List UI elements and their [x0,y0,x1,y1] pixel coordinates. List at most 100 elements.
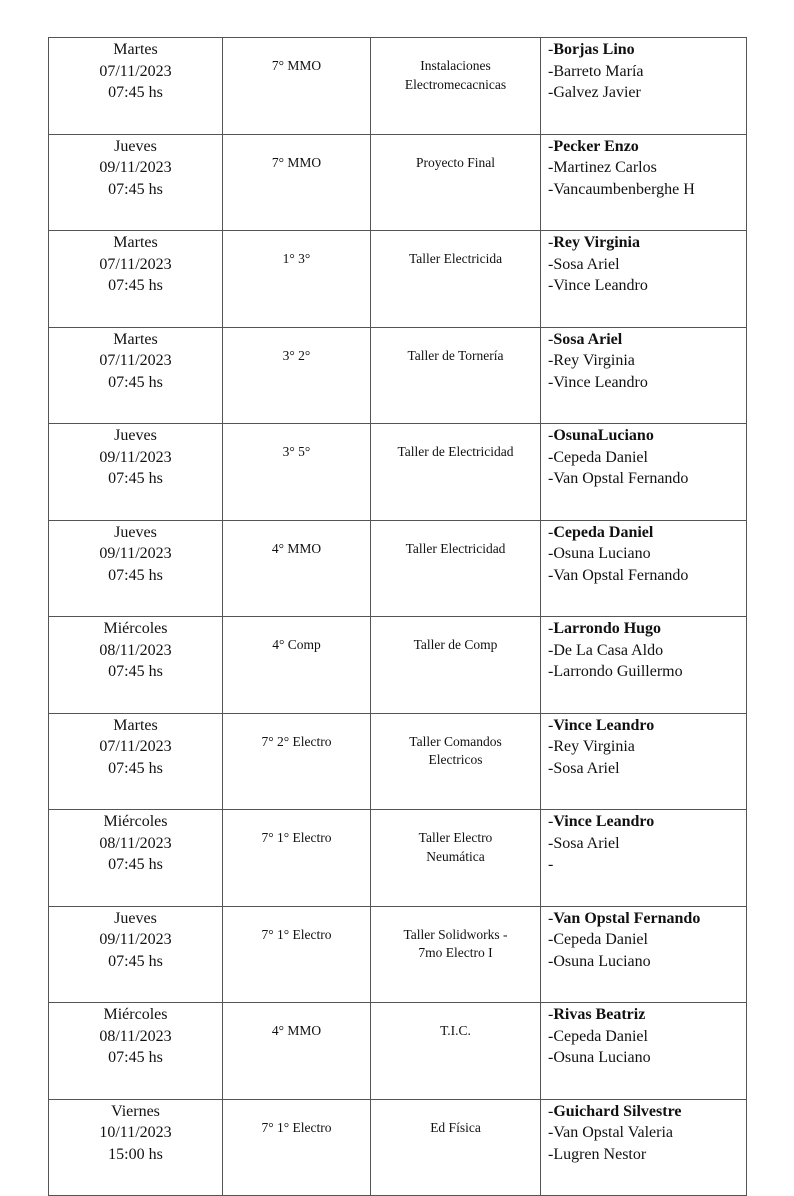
date-cell: Jueves 09/11/2023 07:45 hs [48,133,223,231]
course-cell: 4° MMO [222,519,371,617]
day: Jueves [114,427,157,444]
table-row: Viernes 10/11/2023 15:00 hs 7° 1° Electro Ed… [48,1098,747,1196]
date-cell: Viernes 10/11/2023 15:00 hs [48,1098,223,1196]
date: 08/11/2023 [99,1027,172,1045]
staff-name: Lugren Nestor [553,1145,647,1163]
dash: - [548,62,554,80]
course: 7° 1° Electro [261,1119,332,1135]
subject-line: 7mo Electro I [418,945,493,960]
course: 7° MMO [271,58,322,73]
day: Martes [113,716,158,734]
course: 3° 2° [282,347,311,363]
staff-name: Vancaumbenberghe H [553,180,695,198]
date: 07/11/2023 [99,255,172,273]
subject-cell: Proyecto Final [370,133,541,231]
date-cell: Miércoles 08/11/2023 07:45 hs [48,616,223,714]
date-cell: Martes 07/11/2023 07:45 hs [48,712,223,810]
staff-name: Van Opstal Fernando [553,909,701,927]
dash: - [548,255,554,273]
subject-cell: Taller Electricidad [370,519,541,617]
staff-name: Borjas Lino [553,41,635,58]
dash: - [548,813,554,830]
dash: - [548,856,554,873]
subject-cell: Taller de Electricidad [370,423,541,521]
course-cell: 1° 3° [222,230,371,328]
staff-name: Rey Virginia [553,352,635,369]
staff-name: Sosa Ariel [553,330,623,348]
staff-name: Sosa Ariel [553,759,620,777]
staff-member: -Osuna Luciano [548,1047,746,1069]
staff-cell: -Rivas Beatriz -Cepeda Daniel -Osuna Lucia… [540,1002,747,1100]
subject-line: Taller de Comp [413,637,498,652]
staff-cell: -Van Opstal Fernando -Cepeda Daniel -Osuna… [540,905,747,1003]
staff-member: -Galvez Javier [548,82,746,104]
staff-name: Van Opstal Fernando [553,566,689,584]
subject-line: Neumática [426,848,485,864]
staff-member: -Van Opstal Fernando [548,565,746,587]
table-row: Miércoles 08/11/2023 07:45 hs 4° MMO T.I.C. -… [48,1002,747,1100]
date: 08/11/2023 [99,834,172,852]
staff-name: Cepeda Daniel [553,448,648,466]
course-cell: 4° MMO [222,1002,371,1100]
staff-member: -Rey Virginia [548,736,746,758]
staff-member: -Cepeda Daniel [548,447,746,469]
time: 07:45 hs [108,566,163,584]
dash: - [548,159,554,176]
subject-line: Taller Electricidad [405,540,506,556]
dash: - [548,663,554,680]
date-cell: Miércoles 08/11/2023 07:45 hs [48,1002,223,1100]
date: 07/11/2023 [99,62,172,80]
time: 07:45 hs [108,856,163,873]
staff-cell: -Rey Virginia -Sosa Ariel -Vince Leandro [540,230,747,328]
date-cell: Jueves 09/11/2023 07:45 hs [48,423,223,521]
staff-cell: -Sosa Ariel -Rey Virginia -Vince Leandro [540,326,747,424]
staff-name: Osuna Luciano [553,545,651,562]
dash: - [548,759,554,777]
staff-name: Vince Leandro [553,716,655,734]
date: 09/11/2023 [99,159,172,176]
subject-line: Electricos [428,752,483,767]
dash: - [548,566,554,584]
date-cell: Martes 07/11/2023 07:45 hs [48,326,223,424]
dash: - [548,84,554,101]
dash: - [548,523,554,541]
subject-line: Taller Electro [418,830,493,845]
table-row: Miércoles 08/11/2023 07:45 hs 7° 1° Electro… [48,809,747,907]
staff-cell: -Pecker Enzo -Martinez Carlos - Vancaumbenb… [540,133,747,231]
table-row: Miércoles 08/11/2023 07:45 hs 4° Comp Taller… [48,616,747,714]
date-cell: Martes 07/11/2023 07:45 hs [48,230,223,328]
staff-name: Rivas Beatriz [553,1006,646,1023]
dash: - [548,330,554,348]
dash: - [548,834,554,852]
staff-member: -De La Casa Aldo [548,640,746,662]
staff-name: Vince Leandro [553,813,655,830]
course-cell: 7° 2° Electro [222,712,371,810]
staff-lead: -Pecker Enzo [548,136,746,158]
dash: - [548,352,554,369]
dash: - [548,738,554,755]
dash: - [548,931,554,948]
time: 07:45 hs [108,663,163,680]
table-row: Jueves 09/11/2023 07:45 hs 7° MMO Proyecto F… [48,133,747,231]
staff-lead: -Rivas Beatriz [548,1004,746,1026]
subject-line: Proyecto Final [415,154,496,170]
staff-lead: -Sosa Ariel [548,329,746,351]
staff-member: -Martinez Carlos [548,157,746,179]
date-cell: Miércoles 08/11/2023 07:45 hs [48,809,223,907]
time: 07:45 hs [108,180,163,198]
course: 3° 5° [282,444,311,459]
staff-lead: -Vince Leandro [548,811,746,833]
course: 7° 1° Electro [261,830,332,845]
staff-cell: -Vince Leandro -Rey Virginia -Sosa Ariel [540,712,747,810]
staff-name: Cepeda Daniel [553,1027,648,1045]
staff-name: Cepeda Daniel [553,931,648,948]
staff-name: Osuna Luciano [553,1049,651,1066]
staff-lead: -Vince Leandro [548,715,746,737]
staff-name: Rey Virginia [553,738,635,755]
staff-cell: -OsunaLuciano -Cepeda Daniel -Van Opstal F… [540,423,747,521]
staff-name: Guichard Silvestre [553,1102,682,1120]
dash: - [548,427,554,444]
staff-cell: -Borjas Lino -Barreto María -Galvez Javier [540,37,747,135]
subject-cell: Instalaciones Electromecacnicas [370,37,541,135]
time: 07:45 hs [108,759,163,777]
